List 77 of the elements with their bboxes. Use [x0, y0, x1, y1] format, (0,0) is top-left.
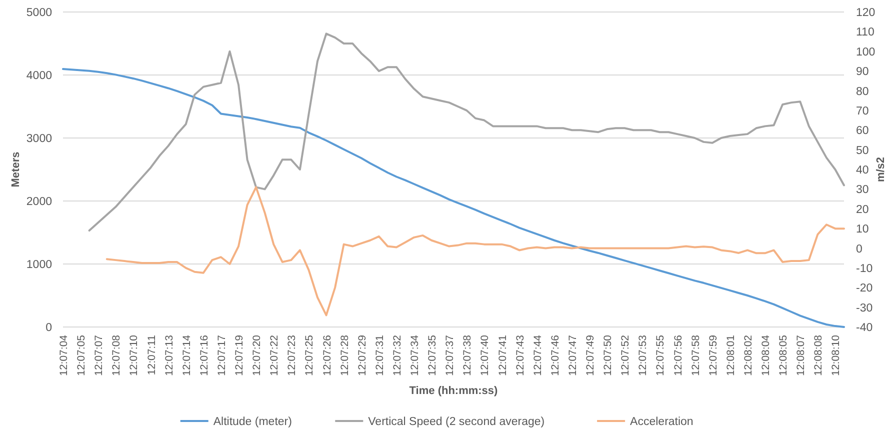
- y-tick-label: 0: [46, 322, 52, 334]
- y2-tick-label: 30: [856, 184, 869, 196]
- x-tick-label: 12:07:29: [356, 334, 368, 376]
- y-tick-label: 2000: [26, 196, 52, 208]
- y-axis-title: Meters: [10, 152, 22, 188]
- y2-tick-label: 110: [856, 26, 874, 39]
- x-tick-label: 12:07:52: [620, 334, 632, 376]
- x-tick-label: 12:08:05: [778, 334, 790, 376]
- x-tick-label: 12:07:05: [76, 334, 88, 376]
- x-tick-label: 12:07:07: [93, 334, 106, 376]
- x-tick-label: 12:08:07: [795, 334, 808, 376]
- y-tick-label: 5000: [26, 7, 52, 20]
- x-tick-label: 12:07:04: [58, 334, 70, 376]
- x-tick-label: 12:07:20: [251, 334, 264, 376]
- x-tick-label: 12:07:40: [479, 334, 492, 376]
- x-tick-label: 12:08:01: [724, 334, 737, 376]
- x-tick-label: 12:07:43: [514, 334, 526, 376]
- legend-label: Altitude (meter): [213, 416, 292, 428]
- x-tick-label: 12:07:08: [110, 334, 123, 376]
- x-tick-label: 12:07:22: [268, 334, 281, 376]
- line-series: [106, 186, 845, 316]
- x-tick-label: 12:07:13: [163, 334, 176, 376]
- legend-label: Acceleration: [630, 416, 694, 428]
- x-tick-label: 12:07:32: [391, 334, 404, 376]
- x-tick-label: 12:08:08: [812, 334, 825, 376]
- x-tick-label: 12:07:50: [602, 334, 614, 376]
- y2-tick-label: -10: [856, 262, 873, 275]
- x-tick-label: 12:07:41: [496, 334, 509, 376]
- legend-label: Vertical Speed (2 second average): [368, 416, 545, 428]
- x-tick-label: 12:07:55: [654, 334, 667, 376]
- x-tick-label: 12:07:35: [426, 334, 439, 376]
- x-tick-label: 12:07:37: [444, 334, 456, 376]
- y2-tick-label: 70: [856, 105, 869, 118]
- x-tick-label: 12:07:28: [338, 334, 351, 376]
- x-tick-label: 12:08:10: [830, 334, 842, 376]
- y2-tick-label: 120: [856, 7, 876, 20]
- y2-tick-label: 10: [856, 224, 869, 236]
- y2-tick-label: 100: [856, 46, 876, 58]
- x-tick-label: 12:07:17: [216, 334, 228, 376]
- y-tick-label: 4000: [26, 70, 52, 82]
- x-tick-label: 12:07:16: [198, 334, 210, 376]
- x-tick-label: 12:07:44: [532, 334, 544, 376]
- y2-tick-label: 0: [856, 243, 862, 256]
- x-tick-label: 12:07:58: [690, 334, 702, 376]
- y2-tick-label: 60: [856, 125, 869, 138]
- x-tick-label: 12:07:14: [180, 334, 193, 376]
- x-tick-label: 12:07:26: [321, 334, 334, 376]
- y2-tick-label: -30: [856, 302, 873, 314]
- x-axis-title: Time (hh:mm:ss): [409, 385, 498, 397]
- x-tick-label: 12:07:23: [286, 334, 298, 376]
- line-series: [62, 68, 845, 328]
- x-tick-label: 12:07:25: [304, 334, 316, 376]
- x-tick-label: 12:07:38: [462, 334, 474, 376]
- x-tick-label: 12:07:46: [549, 334, 562, 376]
- x-tick-label: 12:08:04: [760, 334, 772, 376]
- x-tick-label: 12:07:47: [566, 334, 579, 376]
- y2-tick-label: 90: [856, 66, 869, 78]
- x-tick-label: 12:07:10: [128, 334, 140, 376]
- y2-tick-label: -20: [856, 282, 873, 295]
- y2-axis-title: m/s2: [875, 156, 887, 182]
- x-tick-label: 12:07:31: [374, 334, 386, 376]
- x-tick-label: 12:07:56: [672, 334, 684, 376]
- x-tick-label: 12:08:02: [742, 334, 754, 376]
- y2-tick-label: 40: [856, 164, 869, 177]
- x-tick-label: 12:07:53: [637, 334, 650, 376]
- x-tick-label: 12:07:34: [409, 334, 422, 376]
- y2-tick-label: 50: [856, 144, 869, 157]
- y-tick-label: 3000: [26, 133, 52, 146]
- y-tick-label: 1000: [26, 259, 52, 272]
- x-tick-label: 12:07:19: [234, 334, 246, 376]
- x-tick-label: 12:07:11: [146, 334, 158, 376]
- y2-tick-label: 80: [856, 86, 869, 98]
- y2-tick-label: 20: [856, 204, 869, 216]
- y2-tick-label: -40: [856, 322, 873, 334]
- line-series: [88, 32, 845, 232]
- x-tick-label: 12:07:59: [707, 334, 720, 376]
- x-tick-label: 12:07:49: [584, 334, 597, 376]
